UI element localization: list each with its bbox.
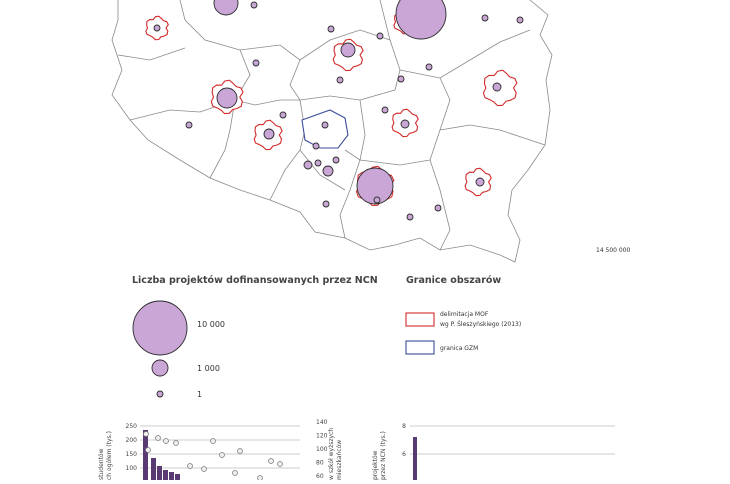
y-tick-label: 150 bbox=[126, 451, 138, 458]
project-circles bbox=[153, 0, 524, 221]
legend-label: wg P. Śleszyńskiego (2013) bbox=[440, 321, 521, 328]
project-circle bbox=[314, 159, 322, 167]
legend-label: delimitacja MOF bbox=[440, 311, 489, 318]
dot bbox=[173, 440, 179, 446]
project-circle bbox=[376, 32, 384, 40]
legend-label: 10 000 bbox=[197, 320, 225, 329]
scale-label: 14 500 000 bbox=[596, 247, 631, 254]
legend-label: 1 bbox=[197, 390, 202, 399]
y-tick-label: 200 bbox=[126, 437, 138, 444]
dot bbox=[257, 475, 263, 481]
project-circle bbox=[395, 0, 447, 40]
y-tick-label: 6 bbox=[402, 451, 406, 458]
project-circle bbox=[340, 42, 356, 58]
project-circle bbox=[153, 24, 161, 32]
project-circle bbox=[312, 142, 320, 150]
project-circle bbox=[397, 75, 405, 83]
axis-label: ch ogółem (tys.) bbox=[106, 431, 113, 480]
dot bbox=[155, 435, 161, 441]
project-circle bbox=[475, 177, 485, 187]
project-circle bbox=[216, 87, 238, 109]
project-circle bbox=[336, 76, 344, 84]
project-circle bbox=[400, 119, 410, 129]
dot bbox=[163, 438, 169, 444]
y2-tick-label: 120 bbox=[316, 433, 328, 440]
bar bbox=[413, 437, 417, 480]
dot bbox=[277, 461, 283, 467]
dot bbox=[145, 447, 151, 453]
y-tick-label: 250 bbox=[126, 423, 138, 430]
dot bbox=[143, 431, 149, 437]
project-circle bbox=[373, 196, 381, 204]
axis-label: studentów bbox=[98, 448, 105, 480]
project-circle bbox=[425, 63, 433, 71]
project-circle bbox=[321, 121, 329, 129]
y-tick-label: 8 bbox=[402, 423, 406, 430]
project-circle bbox=[250, 1, 258, 9]
project-circle bbox=[406, 213, 414, 221]
bar bbox=[151, 458, 156, 480]
dot bbox=[268, 458, 274, 464]
axis-label: w szkół wyższych bbox=[328, 428, 335, 480]
project-circle bbox=[322, 165, 334, 177]
y2-tick-label: 80 bbox=[316, 460, 324, 467]
bar bbox=[175, 474, 180, 480]
project-circle bbox=[252, 59, 260, 67]
y2-tick-label: 100 bbox=[316, 446, 328, 453]
project-circle bbox=[356, 167, 394, 205]
bar bbox=[143, 430, 148, 480]
project-circle bbox=[263, 128, 275, 140]
project-circle bbox=[303, 160, 313, 170]
bar bbox=[169, 472, 174, 480]
bar bbox=[157, 466, 162, 480]
project-circle bbox=[381, 106, 389, 114]
legend-label: granica GZM bbox=[440, 345, 478, 352]
project-circle bbox=[322, 200, 330, 208]
project-circle bbox=[434, 204, 442, 212]
axis-label: mieszkańców bbox=[336, 440, 343, 480]
bar bbox=[163, 470, 168, 480]
project-circle bbox=[516, 16, 524, 24]
legend-swatch bbox=[405, 312, 435, 327]
axis-label: przez NCN (tys.) bbox=[380, 431, 387, 480]
dot bbox=[210, 438, 216, 444]
legend-swatch bbox=[405, 340, 435, 355]
project-circle bbox=[492, 82, 502, 92]
dot bbox=[187, 463, 193, 469]
dot bbox=[201, 466, 207, 472]
bottom-left-chart: 250 200 150 100 140 120 100 80 60 studentów ch ogó… bbox=[98, 419, 343, 481]
dot bbox=[232, 470, 238, 476]
dot bbox=[237, 448, 243, 454]
project-circle bbox=[332, 156, 340, 164]
country-border bbox=[111, 0, 553, 263]
bottom-right-chart: 8 6 projektów przez NCN (tys.) bbox=[372, 423, 615, 480]
y2-tick-label: 60 bbox=[316, 473, 324, 480]
y-tick-label: 100 bbox=[126, 465, 138, 472]
project-circle bbox=[213, 0, 239, 16]
axis-label: projektów bbox=[372, 450, 379, 480]
legend-circle bbox=[151, 359, 169, 377]
dot bbox=[219, 452, 225, 458]
legend-circle bbox=[156, 390, 164, 398]
project-circle bbox=[327, 25, 335, 33]
legend-label: 1 000 bbox=[197, 364, 220, 373]
legend-title: Liczba projektów dofinansowanych przez N… bbox=[132, 275, 378, 286]
map bbox=[111, 0, 553, 263]
legend-title: Granice obszarów bbox=[406, 275, 501, 286]
project-circle bbox=[185, 121, 193, 129]
y2-tick-label: 140 bbox=[316, 419, 328, 426]
gzm-border bbox=[301, 109, 349, 149]
project-circle bbox=[279, 111, 287, 119]
legend-circle bbox=[132, 300, 188, 356]
project-circle bbox=[481, 14, 489, 22]
region-border bbox=[117, 0, 546, 251]
